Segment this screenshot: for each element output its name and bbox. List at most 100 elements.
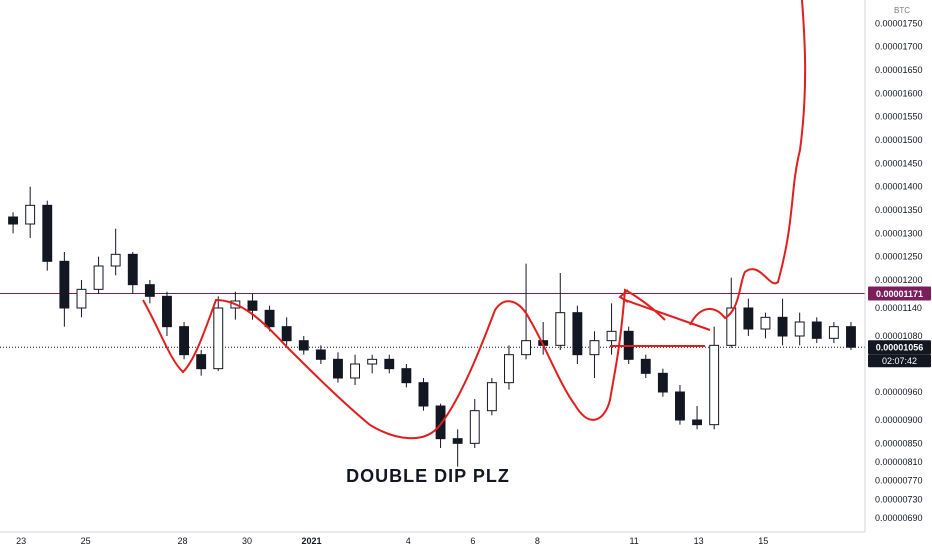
candle-body: [93, 265, 104, 290]
candle-body: [811, 321, 822, 339]
current-price-label: 0.00001056: [876, 343, 924, 353]
candle[interactable]: [25, 186, 36, 238]
candle[interactable]: [59, 252, 70, 327]
countdown-tag: [868, 354, 931, 368]
candle[interactable]: [315, 345, 326, 364]
price-tick-label: 0.00000770: [875, 476, 923, 486]
time-tick-label: 23: [16, 536, 26, 546]
price-tick-label: 0.00001450: [875, 158, 923, 168]
candle-body: [521, 340, 532, 356]
price-tick-label: 0.00000690: [875, 513, 923, 523]
current-price-tag: [868, 340, 931, 355]
candle[interactable]: [589, 331, 600, 378]
candle[interactable]: [572, 305, 583, 364]
candle[interactable]: [760, 312, 771, 339]
candle-body: [384, 358, 395, 370]
price-tick-label: 0.00001200: [875, 275, 923, 285]
candle[interactable]: [692, 406, 703, 430]
annotation-text: DOUBLE DIP PLZ: [346, 466, 510, 486]
candle[interactable]: [657, 368, 668, 397]
candle[interactable]: [469, 399, 480, 448]
candle-body: [401, 368, 412, 384]
candle[interactable]: [777, 298, 788, 346]
candle[interactable]: [179, 322, 190, 360]
price-tick-label: 0.00001350: [875, 205, 923, 215]
price-tick-label: 0.00000960: [875, 387, 923, 397]
candle[interactable]: [93, 256, 104, 294]
candle-body: [828, 326, 839, 339]
time-tick-label: 30: [242, 536, 252, 546]
candle[interactable]: [418, 378, 429, 411]
candle[interactable]: [743, 298, 754, 336]
candle[interactable]: [8, 212, 19, 234]
candle[interactable]: [811, 317, 822, 343]
candle[interactable]: [213, 296, 224, 371]
candle[interactable]: [486, 378, 497, 416]
currency-label: BTC: [894, 6, 910, 15]
drawn-curve-double-dip: [142, 0, 807, 440]
candle[interactable]: [401, 364, 412, 388]
candle[interactable]: [162, 291, 172, 336]
time-axis-background[interactable]: [0, 532, 865, 550]
candle[interactable]: [640, 354, 651, 378]
price-axis-background[interactable]: [865, 0, 932, 550]
candle-body: [606, 330, 617, 342]
candle[interactable]: [333, 352, 343, 383]
candle[interactable]: [504, 345, 514, 390]
price-tick-label: 0.00000730: [875, 494, 923, 504]
price-tick-label: 0.00001250: [875, 252, 923, 262]
candle-body: [213, 307, 224, 370]
price-labels: 0.00001171 0.00001056 02:07:42: [868, 286, 931, 368]
candle-body: [247, 300, 258, 311]
candle[interactable]: [555, 273, 566, 350]
price-tick-label: 0.00000810: [875, 457, 923, 467]
candle-body: [127, 253, 138, 286]
candle-body: [469, 410, 480, 444]
candle-body: [675, 391, 685, 421]
candle-body: [743, 307, 754, 330]
candle[interactable]: [367, 354, 378, 374]
candle-body: [42, 204, 53, 262]
candle-body: [504, 354, 514, 384]
candle-body: [486, 382, 497, 412]
time-tick-label: 6: [470, 536, 475, 546]
time-tick-label: 2021: [301, 536, 321, 546]
candle[interactable]: [298, 336, 309, 355]
candle-body: [760, 316, 771, 330]
hline-price-tag: [868, 286, 931, 301]
candle-body: [794, 321, 805, 337]
candle-body: [589, 340, 600, 356]
candle[interactable]: [846, 322, 856, 350]
candle[interactable]: [127, 252, 138, 294]
candle[interactable]: [452, 429, 463, 467]
price-tick-label: 0.00001700: [875, 42, 923, 52]
candle-body: [8, 216, 19, 225]
candle-body: [25, 204, 36, 225]
candle-body: [59, 260, 70, 309]
candle[interactable]: [828, 322, 839, 343]
price-tick-label: 0.00001300: [875, 228, 923, 238]
candle-body: [452, 438, 463, 444]
candle[interactable]: [675, 385, 685, 425]
price-tick-label: 0.00001750: [875, 18, 923, 28]
candle[interactable]: [196, 350, 207, 376]
candle[interactable]: [794, 312, 805, 346]
annotation-layer: DOUBLE DIP PLZ: [346, 466, 510, 486]
candle[interactable]: [264, 305, 275, 332]
candle[interactable]: [709, 326, 720, 430]
candle-body: [657, 372, 668, 393]
candle-body: [110, 253, 121, 267]
candle[interactable]: [42, 200, 53, 271]
candle[interactable]: [110, 228, 121, 276]
candle[interactable]: [144, 280, 155, 304]
candle[interactable]: [350, 354, 361, 385]
plot-area[interactable]: [0, 186, 865, 467]
price-tick-label: 0.00001650: [875, 65, 923, 75]
time-tick-label: 28: [177, 536, 187, 546]
candle[interactable]: [281, 317, 292, 346]
candle[interactable]: [384, 354, 395, 374]
candle-body: [572, 312, 583, 356]
candle[interactable]: [76, 280, 87, 318]
